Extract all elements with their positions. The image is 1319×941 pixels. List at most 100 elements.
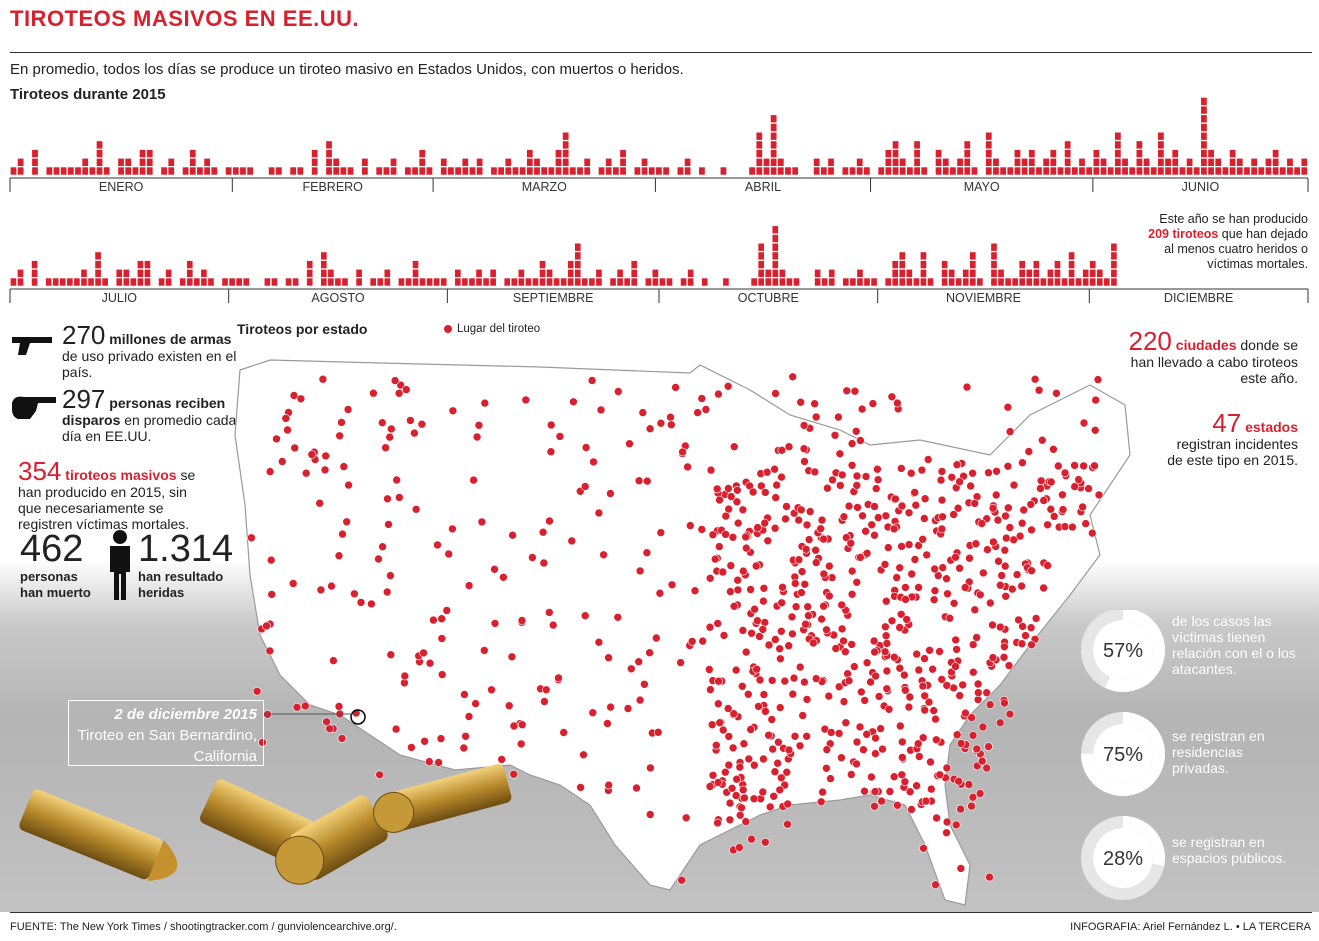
calendar-title: Tiroteos durante 2015 (10, 86, 166, 103)
shooting-dot (862, 549, 872, 558)
shooting-dot (911, 500, 921, 510)
calendar-cell (1229, 158, 1236, 166)
calendar-cell (201, 269, 207, 277)
calendar-cell (828, 278, 835, 286)
calendar-cell (306, 260, 313, 269)
shooting-dot (899, 670, 909, 680)
shooting-dot (378, 418, 387, 427)
shooting-dot (782, 767, 792, 777)
calendar-cell (1114, 132, 1121, 140)
shooting-dot (869, 636, 879, 646)
calendar-cell (189, 167, 196, 175)
shooting-dot (866, 677, 875, 687)
calendar-chart: ENERO FEBRERO MARZO ABRIL MAYO JUNIO JULIO AGOS… (9, 97, 1309, 305)
calendar-cell (340, 167, 347, 175)
calendar-cell (186, 278, 193, 286)
shooting-dot (952, 645, 961, 654)
calendar-cell (631, 269, 638, 277)
calendar-cell (892, 167, 899, 175)
calendar-cell (770, 123, 777, 132)
calendar-cell (659, 278, 666, 286)
calendar-cell (885, 167, 892, 175)
calendar-cell (792, 167, 799, 175)
calendar-note: Este año se han producido 209 tiroteos q… (1148, 212, 1308, 271)
calendar-cell (1136, 149, 1143, 158)
shooting-dot (819, 534, 828, 544)
calendar-cell (247, 167, 254, 175)
shooting-dot (777, 472, 786, 482)
calendar-cell (758, 269, 765, 277)
shooting-dot (847, 566, 857, 576)
donut-label: 75% (1103, 744, 1143, 766)
shooting-dot (870, 801, 879, 811)
calendar-cell (1047, 269, 1054, 277)
shooting-dot (499, 573, 508, 582)
shooting-dot (634, 657, 644, 667)
calendar-cell (139, 158, 146, 166)
shooting-dot (721, 530, 730, 539)
shooting-dot (444, 549, 453, 559)
calendar-cell (652, 269, 659, 277)
calendar-cell (469, 278, 475, 286)
calendar-cell (123, 269, 130, 277)
calendar-cell (1172, 167, 1179, 175)
calendar-cell (511, 278, 518, 286)
shooting-dot (949, 510, 958, 519)
shooting-dot (708, 530, 718, 540)
shooting-dot (846, 539, 856, 548)
shooting-dot (528, 553, 537, 562)
states-stat: 47 estados registran incidentes de este … (1167, 408, 1298, 468)
calendar-cell (1005, 278, 1011, 286)
calendar-cell (1236, 167, 1243, 175)
shooting-dot (1027, 640, 1036, 650)
shooting-dot (395, 493, 404, 502)
calendar-cell (1272, 158, 1279, 166)
calendar-cell (1172, 158, 1179, 166)
calendar-cell (813, 167, 820, 175)
month-label: MARZO (522, 180, 567, 194)
shooting-dot (783, 799, 793, 809)
shooting-dot (383, 494, 392, 504)
donut: 28% (1081, 816, 1165, 900)
shooting-dot (884, 704, 894, 714)
calendar-cell (920, 260, 927, 269)
shooting-dot (811, 545, 820, 555)
shooting-dot (871, 749, 880, 758)
calendar-cell (1158, 132, 1164, 140)
shooting-dot (732, 485, 742, 495)
shooting-dot (891, 494, 900, 504)
shooting-dot (759, 754, 768, 764)
shooting-dot (283, 425, 292, 435)
shooting-dot (770, 635, 780, 644)
calendar-cell (1114, 167, 1121, 175)
shooting-dot (802, 695, 812, 704)
shooting-dot (826, 774, 835, 783)
shooting-dot (320, 465, 330, 475)
shooting-dot (977, 756, 987, 766)
calendar-cell (998, 278, 1004, 286)
calendar-cell (1111, 252, 1117, 260)
calendar-cell (17, 158, 24, 166)
shooting-dot (749, 760, 759, 770)
shooting-dot (411, 505, 421, 514)
footer-credit: INFOGRAFIA: Ariel Fernández L. • LA TERC… (1070, 921, 1311, 933)
shooting-dot (799, 421, 809, 430)
shooting-dot (391, 724, 401, 734)
calendar-cell (770, 132, 777, 140)
shooting-dot (929, 706, 939, 715)
shooting-dot (802, 731, 812, 741)
shooting-dot (756, 481, 766, 491)
shooting-dot (811, 412, 821, 422)
shooting-dot (988, 620, 997, 630)
shooting-dot (1031, 614, 1041, 623)
shooting-dot (671, 383, 680, 392)
calendar-cell (562, 141, 569, 149)
calendar-cell (871, 278, 877, 286)
shooting-dot (753, 523, 762, 532)
shooting-dot (852, 471, 862, 481)
shooting-dot (968, 640, 978, 649)
shooting-dot (834, 682, 844, 692)
shooting-dot (337, 734, 347, 743)
shooting-dot (685, 521, 695, 530)
calendar-cell (620, 167, 626, 175)
